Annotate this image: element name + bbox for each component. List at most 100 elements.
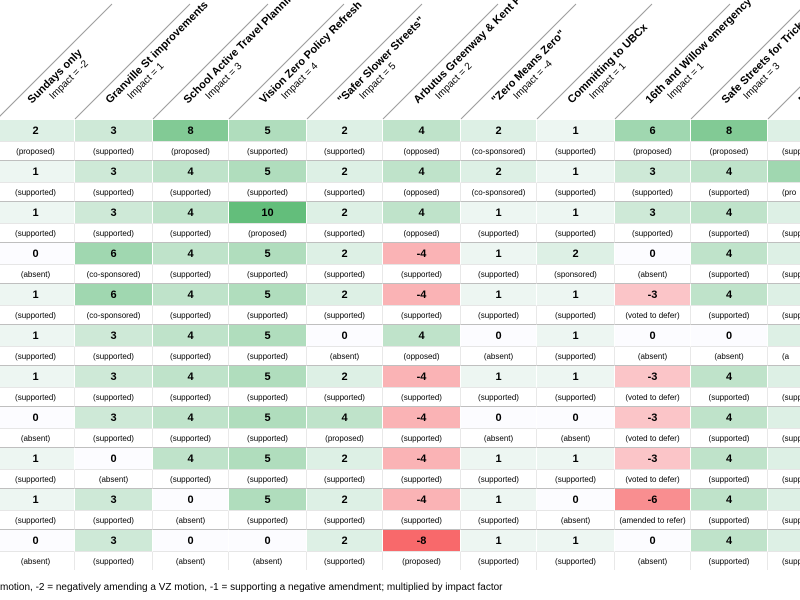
score-cell: 3 [75, 202, 153, 224]
status-cell: (supported) [307, 552, 383, 570]
status-cell: (supported) [691, 511, 768, 530]
status-cell: (sponsored) [537, 265, 615, 284]
score-cell [768, 284, 800, 306]
status-cell: (absent) [461, 429, 537, 448]
status-cell: (a [768, 347, 800, 366]
score-cell: -3 [615, 366, 691, 388]
score-cell: 4 [153, 407, 229, 429]
status-cell: (supported) [153, 306, 229, 325]
status-cell: (supported) [0, 470, 75, 489]
column-title: "Zero Means Zero" [490, 28, 568, 106]
score-cell: 0 [537, 407, 615, 429]
status-cell: (supported) [229, 306, 307, 325]
score-cell: 1 [537, 161, 615, 183]
score-cell: -3 [615, 284, 691, 306]
status-cell: (supported) [307, 142, 383, 161]
status-cell: (supported) [537, 142, 615, 161]
status-cell: (absent) [537, 429, 615, 448]
column-divider [152, 3, 269, 120]
score-cell [768, 325, 800, 347]
column-title: Committing to UBCx [566, 21, 651, 106]
status-cell: (supported) [307, 224, 383, 243]
status-cell: (supp [768, 511, 800, 530]
score-cell: 4 [383, 202, 461, 224]
score-cell [768, 407, 800, 429]
footnote: motion, -2 = negatively amending a VZ mo… [0, 582, 503, 593]
column-header: "Zero Means Zero"Impact = -4 [490, 28, 568, 106]
status-cell: (supported) [75, 142, 153, 161]
score-cell: 4 [691, 202, 768, 224]
score-cell: 2 [307, 284, 383, 306]
score-cell: 0 [615, 243, 691, 265]
status-cell: (supported) [691, 183, 768, 202]
status-cell: (supported) [461, 470, 537, 489]
score-cell: -4 [383, 407, 461, 429]
status-cell: (supported) [0, 183, 75, 202]
status-cell: (absent) [307, 347, 383, 366]
status-cell: (supported) [537, 552, 615, 570]
status-cell: (supported) [383, 306, 461, 325]
status-cell: (supported) [75, 347, 153, 366]
score-cell: 4 [691, 366, 768, 388]
column-divider [0, 3, 113, 117]
score-cell: 1 [0, 161, 75, 183]
score-cell: 1 [0, 284, 75, 306]
score-cell: 1 [537, 325, 615, 347]
score-cell: 10 [229, 202, 307, 224]
score-cell: 3 [75, 120, 153, 142]
score-cell: 2 [307, 243, 383, 265]
score-cell: 1 [461, 489, 537, 511]
status-cell: (supported) [229, 429, 307, 448]
score-cell: 1 [537, 530, 615, 552]
score-cell: 3 [75, 366, 153, 388]
score-cell: 0 [229, 530, 307, 552]
score-cell: -8 [383, 530, 461, 552]
status-cell: (supported) [383, 429, 461, 448]
score-cell: 4 [153, 366, 229, 388]
score-cell: 2 [307, 530, 383, 552]
status-cell: (supported) [75, 224, 153, 243]
status-cell: (opposed) [383, 224, 461, 243]
status-cell: (absent) [461, 347, 537, 366]
status-cell: (proposed) [153, 142, 229, 161]
score-cell: 0 [615, 530, 691, 552]
status-cell: (supp [768, 470, 800, 489]
status-cell: (supported) [307, 470, 383, 489]
score-cell: 0 [153, 530, 229, 552]
status-cell: (proposed) [307, 429, 383, 448]
status-cell: (supported) [537, 347, 615, 366]
score-cell: -3 [615, 448, 691, 470]
column-header-area: Sundays only Impact = -2 Granville St impr… [0, 0, 800, 120]
status-cell: (absent) [615, 347, 691, 366]
status-cell: (supported) [0, 306, 75, 325]
score-cell: 2 [307, 202, 383, 224]
status-cell: (supported) [383, 265, 461, 284]
status-cell: (absent) [0, 552, 75, 570]
status-cell: (supported) [537, 306, 615, 325]
status-cell: (opposed) [383, 142, 461, 161]
score-cell: 1 [537, 120, 615, 142]
score-cell: 0 [153, 489, 229, 511]
score-cell: 4 [691, 243, 768, 265]
status-cell: (absent) [75, 470, 153, 489]
score-cell: 2 [307, 161, 383, 183]
score-cell: 0 [75, 448, 153, 470]
status-cell: (supported) [0, 347, 75, 366]
score-cell: 4 [153, 161, 229, 183]
score-cell: 4 [691, 489, 768, 511]
status-cell: (supported) [75, 429, 153, 448]
score-cell: 2 [307, 120, 383, 142]
status-cell: (supported) [307, 388, 383, 407]
score-cell: -4 [383, 284, 461, 306]
score-cell: -4 [383, 448, 461, 470]
score-cell: 4 [153, 202, 229, 224]
status-cell: (proposed) [383, 552, 461, 570]
column-divider [460, 3, 577, 120]
status-cell: (supported) [75, 183, 153, 202]
column-divider [767, 86, 800, 120]
status-cell: (supp [768, 306, 800, 325]
status-cell: (supp [768, 265, 800, 284]
status-cell: (absent) [615, 552, 691, 570]
